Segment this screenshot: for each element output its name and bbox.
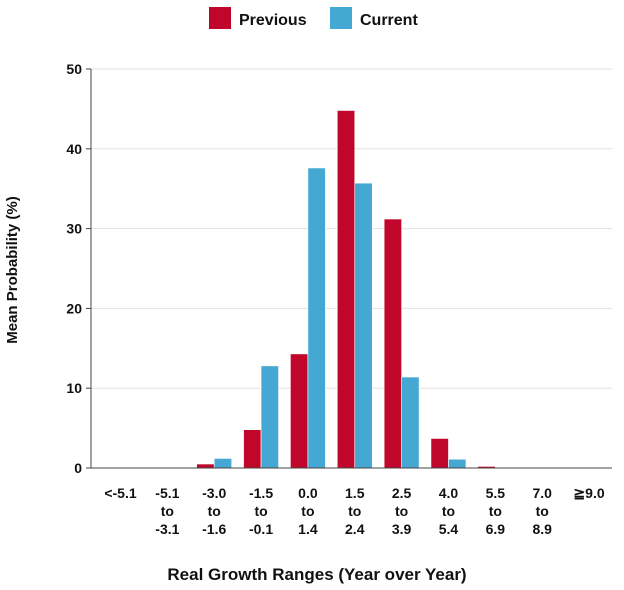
bar-current-2 [213, 458, 233, 469]
x-tick-label: to [161, 503, 174, 519]
x-axis-title: Real Growth Ranges (Year over Year) [167, 565, 466, 584]
bar-previous-4 [290, 353, 309, 469]
x-tick-label: to [348, 503, 361, 519]
bar-previous-6 [383, 218, 402, 469]
x-tick-label: <-5.1 [104, 485, 137, 501]
y-tick-label: 50 [66, 61, 82, 77]
bar-previous-2 [196, 463, 215, 469]
x-tick-label: 1.4 [298, 521, 318, 537]
bar-current-4 [307, 167, 326, 469]
x-tick-label: 1.5 [345, 485, 365, 501]
x-tick-label: 2.4 [345, 521, 365, 537]
bar-previous-7 [430, 438, 449, 469]
bar-current-3 [260, 365, 279, 469]
bar-previous-3 [243, 429, 262, 469]
x-tick-label: 8.9 [532, 521, 552, 537]
y-tick-label: 0 [74, 460, 82, 476]
x-tick-label: -1.5 [249, 485, 273, 501]
x-tick-label: to [442, 503, 455, 519]
legend-swatch-previous [209, 7, 231, 29]
y-tick-label: 40 [66, 141, 82, 157]
x-tick-label: -0.1 [249, 521, 273, 537]
legend-swatch-current [330, 7, 352, 29]
x-tick-label: 7.0 [532, 485, 552, 501]
y-axis-title: Mean Probability (%) [4, 196, 21, 344]
legend-label-current: Current [360, 12, 418, 29]
bar-previous-5 [336, 110, 356, 469]
x-tick-label: to [536, 503, 549, 519]
bar-current-7 [448, 458, 467, 469]
y-tick-label: 30 [66, 221, 82, 237]
x-tick-label: 2.5 [392, 485, 412, 501]
x-tick-label: -3.0 [202, 485, 226, 501]
x-tick-label: ≧9.0 [573, 485, 604, 501]
x-tick-label: to [489, 503, 502, 519]
x-tick-label: 4.0 [439, 485, 459, 501]
x-tick-label: to [208, 503, 221, 519]
x-tick-label: 6.9 [486, 521, 506, 537]
x-tick-label: 0.0 [298, 485, 318, 501]
x-tick-label: 5.4 [439, 521, 459, 537]
x-tick-label: 5.5 [486, 485, 506, 501]
x-tick-label: -5.1 [155, 485, 179, 501]
y-tick-label: 20 [66, 300, 82, 316]
bars [102, 110, 607, 469]
x-tick-label: -1.6 [202, 521, 226, 537]
legend-label-previous: Previous [239, 12, 307, 29]
x-tick-label: to [395, 503, 408, 519]
bar-current-5 [354, 182, 373, 469]
x-tick-label: to [301, 503, 314, 519]
x-tick-label: to [254, 503, 267, 519]
axes: 0 10 20 30 40 50 <-5.1 -5.1 to -3.1 -3.0 to -1.6 -1.5… [66, 61, 612, 537]
legend: Previous Current [209, 7, 418, 29]
bar-current-6 [401, 376, 420, 469]
y-tick-label: 10 [66, 380, 82, 396]
x-tick-label: -3.1 [155, 521, 179, 537]
x-tick-label: 3.9 [392, 521, 412, 537]
